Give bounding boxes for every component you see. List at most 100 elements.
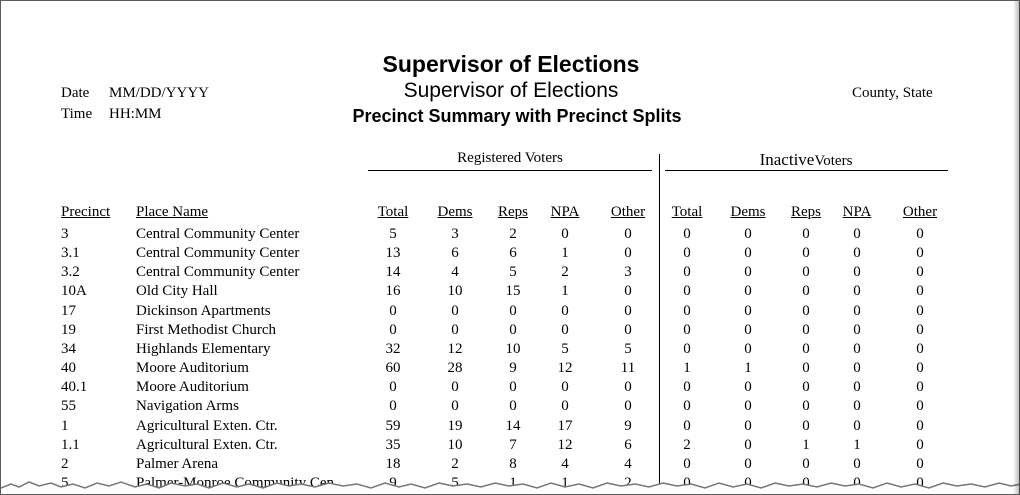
cell-inact-dems: 0	[744, 245, 752, 262]
cell-reg-dems: 6	[451, 245, 459, 262]
cell-reg-other: 5	[624, 340, 632, 357]
cell-inact-reps: 1	[802, 436, 810, 453]
cell-inact-other: 0	[916, 455, 924, 472]
cell-reg-other: 11	[620, 360, 636, 377]
cell-inact-reps: 0	[802, 340, 810, 357]
cell-reg-dems: 5	[451, 474, 459, 491]
cell-reg-npa: 5	[561, 340, 569, 357]
cell-inact-other: 0	[916, 245, 924, 262]
inactive-voters-rule	[665, 170, 948, 171]
cell-reg-other: 2	[624, 474, 632, 491]
cell-reg-other: 0	[624, 398, 632, 415]
cell-inact-reps: 0	[802, 455, 810, 472]
cell-reg-total: 18	[385, 455, 401, 472]
cell-reg-reps: 0	[509, 302, 517, 319]
cell-inact-other: 0	[916, 321, 924, 338]
cell-inact-npa: 0	[853, 340, 861, 357]
cell-reg-total: 14	[385, 264, 401, 281]
cell-place-name: Navigation Arms	[136, 398, 239, 415]
cell-inact-reps: 0	[802, 283, 810, 300]
cell-reg-other: 0	[624, 283, 632, 300]
cell-inact-total: 0	[683, 340, 691, 357]
cell-inact-other: 0	[916, 379, 924, 396]
cell-inact-dems: 0	[744, 283, 752, 300]
cell-precinct: 55	[61, 398, 76, 415]
report-title: Supervisor of Elections	[382, 51, 640, 77]
cell-reg-npa: 0	[561, 302, 569, 319]
cell-reg-reps: 7	[509, 436, 517, 453]
cell-precinct: 5	[61, 474, 69, 491]
cell-reg-dems: 0	[451, 398, 459, 415]
cell-inact-reps: 0	[802, 474, 810, 491]
cell-inact-reps: 0	[802, 360, 810, 377]
cell-inact-other: 0	[916, 474, 924, 491]
cell-reg-npa: 2	[561, 264, 569, 281]
cell-precinct: 19	[61, 321, 76, 338]
cell-reg-total: 32	[385, 340, 401, 357]
cell-inact-dems: 0	[744, 226, 752, 242]
cell-reg-npa: 17	[557, 417, 573, 434]
cell-inact-npa: 0	[853, 321, 861, 338]
registered-voters-heading: Registered Voters	[457, 150, 563, 166]
cell-inact-dems: 0	[744, 340, 752, 357]
county-state: County, State	[852, 85, 933, 101]
cell-inact-dems: 0	[744, 474, 752, 491]
cell-inact-total: 0	[683, 226, 691, 242]
cell-inact-total: 0	[683, 455, 691, 472]
cell-reg-dems: 0	[451, 379, 459, 396]
cell-inact-dems: 0	[744, 321, 752, 338]
col-header-inact-dems: Dems	[730, 204, 766, 220]
cell-inact-dems: 1	[744, 360, 752, 377]
cell-reg-other: 0	[624, 321, 632, 338]
cell-reg-dems: 3	[451, 226, 459, 242]
col-header-inact-reps: Reps	[791, 204, 821, 220]
cell-reg-other: 9	[624, 417, 632, 434]
date-label: Date	[61, 85, 90, 101]
cell-place-name: Highlands Elementary	[136, 340, 271, 357]
cell-inact-total: 0	[683, 417, 691, 434]
cell-precinct: 40	[61, 360, 76, 377]
cell-reg-dems: 12	[447, 340, 463, 357]
cell-inact-dems: 0	[744, 264, 752, 281]
cell-reg-dems: 0	[451, 321, 459, 338]
cell-place-name: Agricultural Exten. Ctr.	[136, 417, 278, 434]
cell-inact-npa: 0	[853, 474, 861, 491]
cell-reg-npa: 0	[561, 321, 569, 338]
cell-reg-reps: 9	[509, 360, 517, 377]
cell-inact-npa: 0	[853, 360, 861, 377]
cell-place-name: Moore Auditorium	[136, 379, 249, 396]
cell-inact-npa: 0	[853, 283, 861, 300]
cell-place-name: Central Community Center	[136, 226, 300, 242]
cell-inact-dems: 0	[744, 398, 752, 415]
cell-inact-dems: 0	[744, 436, 752, 453]
time-value: HH:MM	[109, 106, 162, 122]
report-subtitle: Supervisor of Elections	[403, 79, 619, 102]
cell-reg-total: 35	[385, 436, 401, 453]
cell-reg-other: 0	[624, 226, 632, 242]
inactive-heading-word: Inactive	[759, 150, 815, 169]
cell-reg-total: 5	[389, 226, 397, 242]
cell-inact-dems: 0	[744, 379, 752, 396]
cell-reg-npa: 12	[557, 360, 573, 377]
cell-inact-dems: 0	[744, 302, 752, 319]
cell-reg-npa: 0	[561, 398, 569, 415]
cell-inact-total: 2	[683, 436, 691, 453]
cell-precinct: 10A	[61, 283, 87, 300]
cell-reg-other: 3	[624, 264, 632, 281]
cell-inact-npa: 0	[853, 379, 861, 396]
col-header-reg-total: Total	[377, 204, 409, 220]
cell-inact-dems: 0	[744, 455, 752, 472]
cell-reg-other: 0	[624, 379, 632, 396]
cell-reg-other: 0	[624, 245, 632, 262]
cell-inact-other: 0	[916, 264, 924, 281]
cell-reg-other: 6	[624, 436, 632, 453]
cell-inact-other: 0	[916, 283, 924, 300]
report-name: Precinct Summary with Precinct Splits	[352, 106, 682, 126]
cell-reg-dems: 2	[451, 455, 459, 472]
cell-reg-total: 13	[385, 245, 401, 262]
cell-reg-dems: 4	[451, 264, 459, 281]
cell-precinct: 34	[61, 340, 76, 357]
cell-reg-reps: 5	[509, 264, 517, 281]
voters-heading-word: Voters	[814, 153, 853, 169]
cell-inact-npa: 0	[853, 417, 861, 434]
